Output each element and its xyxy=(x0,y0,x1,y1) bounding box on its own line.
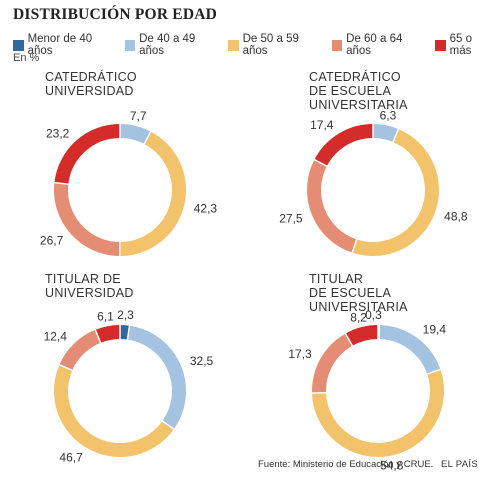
donut-segment-50-59 xyxy=(312,369,444,457)
donut-label-65-plus: 8,2 xyxy=(350,311,367,325)
legend-label: De 50 a 59 años xyxy=(242,33,299,57)
segment-separator xyxy=(58,363,74,372)
donut-label-40-49: 19,4 xyxy=(423,323,447,337)
donut-segment-65-plus xyxy=(345,325,379,346)
donut-segment-60-64 xyxy=(312,333,353,394)
segment-separator xyxy=(344,332,354,347)
chart-title-main: DISTRIBUCIÓN POR EDAD xyxy=(13,6,218,23)
legend-item-under-40: Menor de 40 años xyxy=(13,33,117,57)
legend-label: Menor de 40 años xyxy=(27,33,93,57)
donut-title-catedratico-escuela: CATEDRÁTICO DE ESCUELA UNIVERSITARIA xyxy=(309,70,408,112)
donut-label-50-59: 48,8 xyxy=(444,210,468,224)
segment-separator xyxy=(311,391,328,394)
donut-segment-40-49 xyxy=(378,325,441,375)
donut-title-titular-escuela: TITULAR DE ESCUELA UNIVERSITARIA xyxy=(309,272,408,314)
legend-label: 65 o más xyxy=(449,33,473,57)
source-note: Fuente: Ministerio de Educación y CRUE. xyxy=(258,459,434,470)
legend-item-60-64: De 60 a 64 años xyxy=(331,33,428,57)
segment-separator xyxy=(425,368,442,376)
donut-label-50-59: 46,7 xyxy=(59,450,83,464)
donut-label-65-plus: 6,1 xyxy=(97,309,114,323)
donut-segment-50-59 xyxy=(119,131,186,257)
segment-separator xyxy=(53,181,70,186)
segment-separator xyxy=(126,324,131,341)
donut-segment-40-49 xyxy=(127,325,186,430)
legend-swatch xyxy=(13,39,24,51)
legend: Menor de 40 años De 40 a 49 años De 50 a… xyxy=(13,33,503,57)
donut-label-40-49: 6,3 xyxy=(380,108,397,122)
legend-label: De 40 a 49 años xyxy=(139,33,196,57)
segment-separator xyxy=(161,419,176,431)
donut-segment-65-plus xyxy=(54,124,121,185)
donut-segment-60-64 xyxy=(307,159,357,253)
donut-label-40-49: 32,5 xyxy=(190,354,214,368)
segment-separator xyxy=(94,328,102,344)
donut-label-50-59: 42,3 xyxy=(194,201,218,215)
brand-label: EL PAÍS xyxy=(441,459,478,470)
donut-segment-50-59 xyxy=(54,364,174,457)
donut-title-catedratico-universidad: CATEDRÁTICO UNIVERSIDAD xyxy=(45,70,137,98)
donut-segment-40-49 xyxy=(119,124,151,145)
legend-label: De 60 a 64 años xyxy=(346,33,403,57)
donut-segment-65-plus xyxy=(314,124,374,167)
legend-swatch xyxy=(435,39,446,51)
donut-label-60-64: 27,5 xyxy=(279,212,303,226)
donut-label-65-plus: 17,4 xyxy=(310,118,334,132)
donut-segment-60-64 xyxy=(54,182,121,256)
donut-label-60-64: 26,7 xyxy=(40,234,64,248)
donut-label-under-40: 2,3 xyxy=(117,308,134,322)
donut-label-40-49: 7,7 xyxy=(130,109,147,123)
segment-separator xyxy=(313,158,329,168)
segment-separator xyxy=(351,238,358,254)
segment-separator xyxy=(391,127,400,144)
legend-item-50-59: De 50 a 59 años xyxy=(228,33,324,57)
donut-label-65-plus: 23,2 xyxy=(46,126,70,140)
segment-separator xyxy=(143,130,152,146)
donut-segment-60-64 xyxy=(59,329,101,371)
unit-label: En % xyxy=(13,52,40,64)
donut-label-60-64: 17,3 xyxy=(288,347,312,361)
legend-item-65-plus: 65 o más xyxy=(435,33,495,57)
donut-label-60-64: 12,4 xyxy=(44,330,68,344)
donut-title-titular-universidad: TITULAR DE UNIVERSIDAD xyxy=(45,272,134,300)
donut-label-50-59: 54,8 xyxy=(380,459,404,473)
donut-segment-50-59 xyxy=(352,129,439,256)
legend-swatch xyxy=(331,39,343,51)
legend-swatch xyxy=(124,39,136,51)
legend-swatch xyxy=(228,39,239,51)
legend-item-40-49: De 40 a 49 años xyxy=(124,33,221,57)
donut-label-under-40: 0,3 xyxy=(365,308,382,322)
